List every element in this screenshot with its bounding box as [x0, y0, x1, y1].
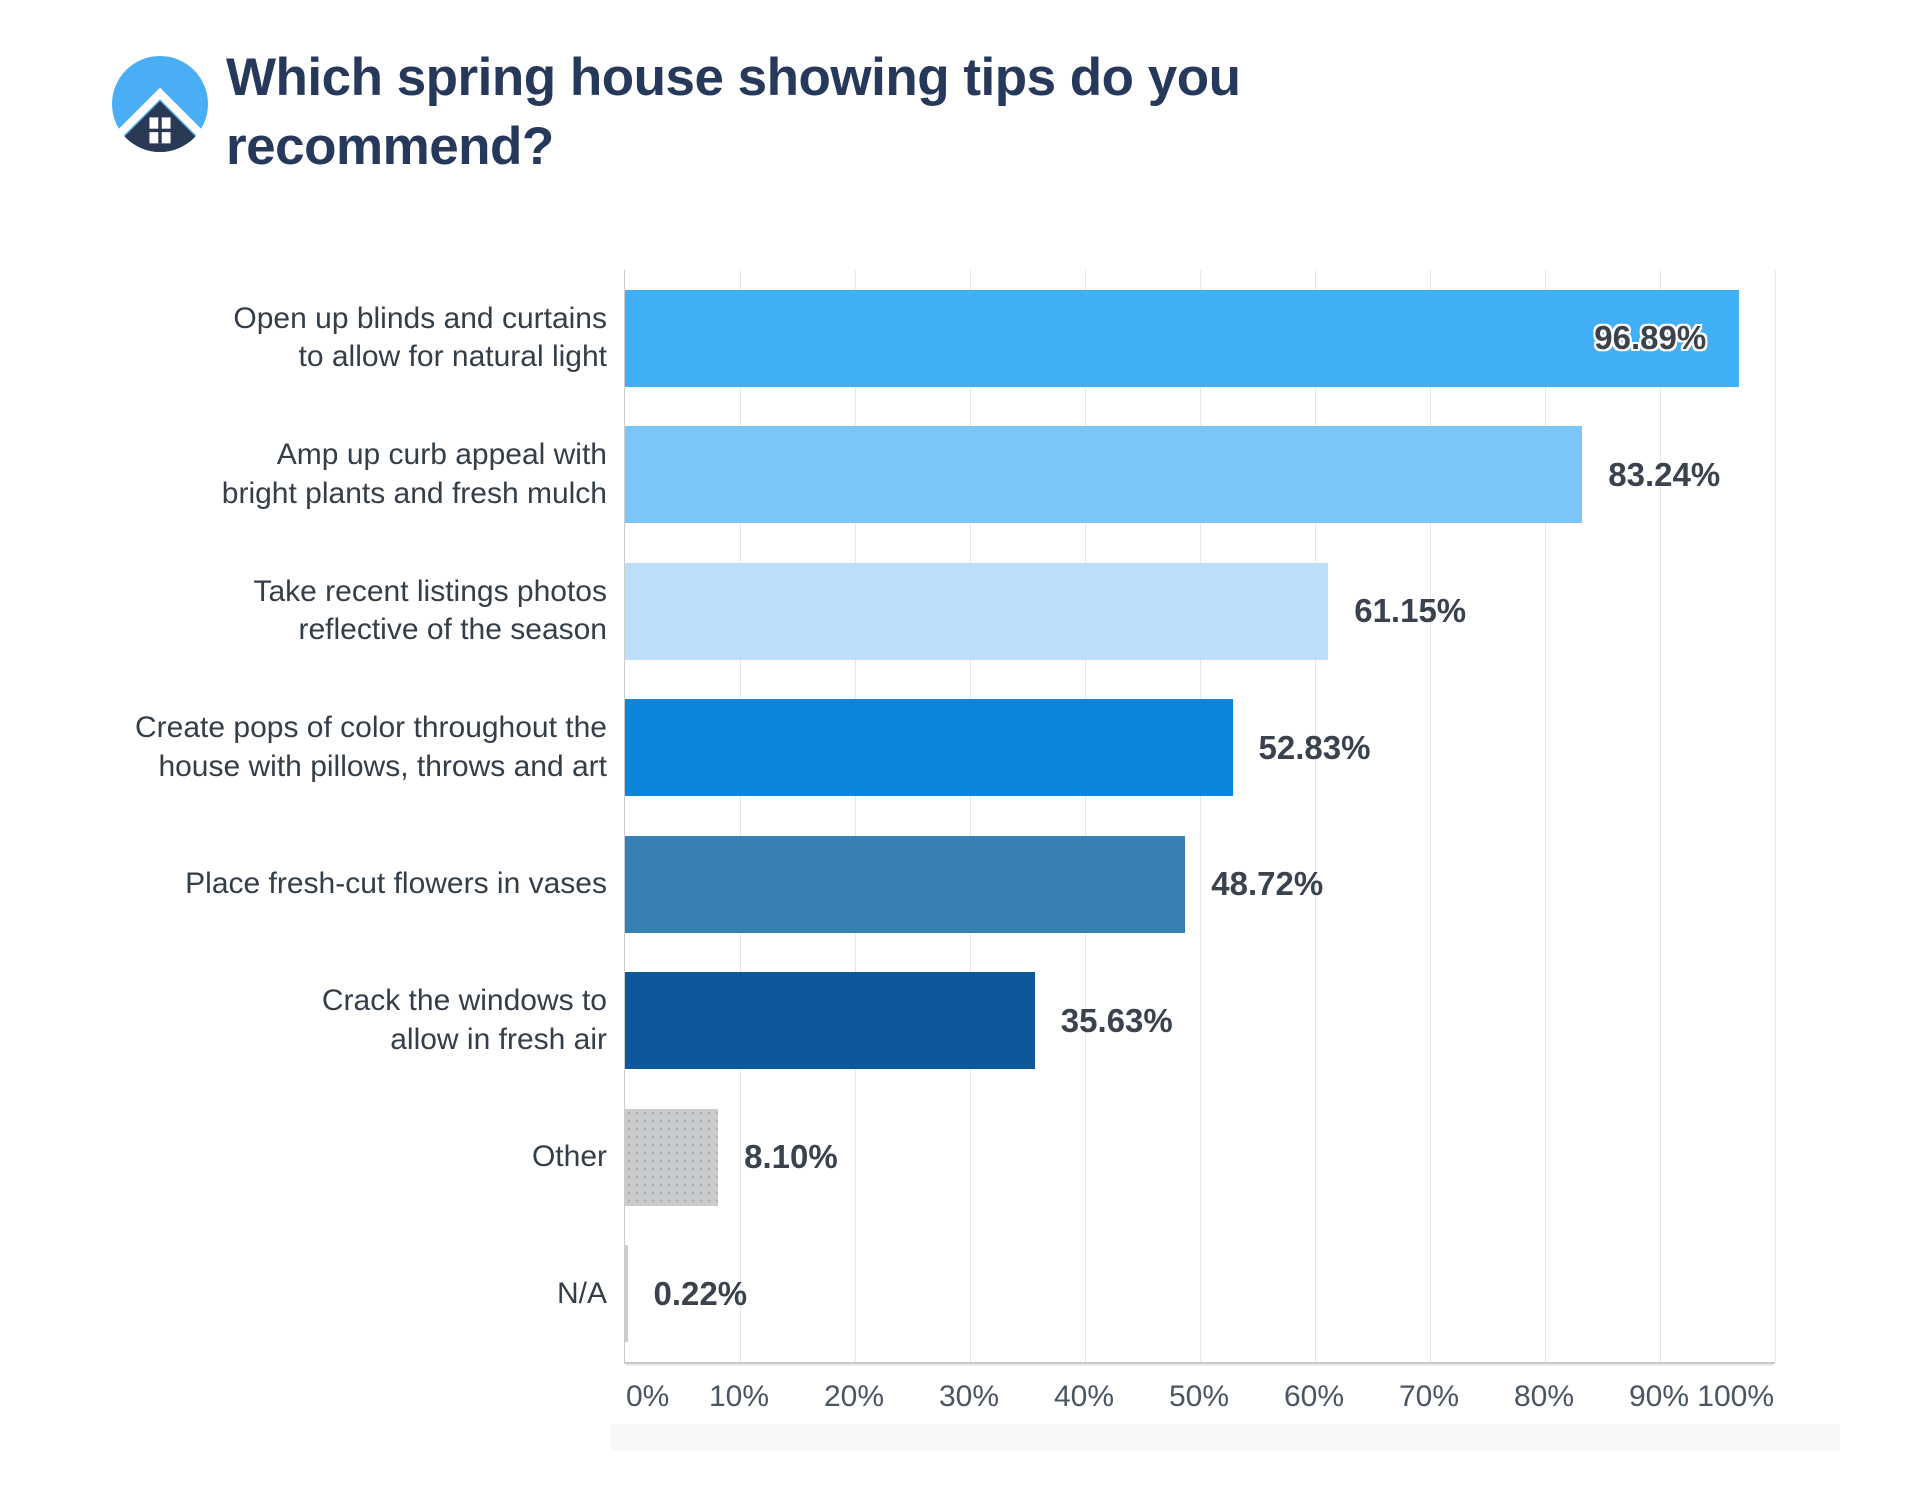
x-axis-tick-label: 20% — [823, 1380, 885, 1413]
value-label: 35.63% — [1060, 1001, 1173, 1039]
x-axis-tick-label: 0% — [626, 1380, 670, 1413]
bar-3[interactable] — [625, 562, 1329, 660]
x-axis-tick-label: 90% — [1628, 1380, 1690, 1413]
chart-title: Which spring house showing tips do you r… — [226, 48, 1241, 176]
category-label: Crack the windows to allow in fresh air — [321, 984, 607, 1056]
x-axis-tick-label: 70% — [1398, 1380, 1460, 1413]
category-label: N/A — [556, 1276, 607, 1310]
category-label: Create pops of color throughout the hous… — [135, 711, 607, 783]
bar-4[interactable] — [625, 699, 1233, 797]
gridline — [1314, 270, 1316, 1362]
value-label: 48.72% — [1211, 865, 1324, 903]
gridline — [969, 270, 971, 1362]
category-label: Take recent listings photos reflective o… — [253, 574, 607, 647]
x-axis-tick-label: 40% — [1053, 1380, 1115, 1413]
gridline — [854, 270, 856, 1362]
gridline — [1659, 270, 1661, 1362]
category-label: Open up blinds and curtains to allow for… — [233, 301, 607, 374]
value-label: 83.24% — [1608, 455, 1721, 493]
gridline — [1429, 270, 1431, 1362]
category-label: Amp up curb appeal with bright plants an… — [221, 438, 607, 510]
gridline — [1199, 270, 1201, 1362]
x-axis-tick-label: 50% — [1168, 1380, 1230, 1413]
value-label: 8.10% — [744, 1138, 838, 1176]
bar-8[interactable] — [625, 1245, 628, 1343]
category-label: Place fresh-cut flowers in vases — [185, 867, 607, 901]
bar-2[interactable] — [625, 426, 1583, 524]
value-label: 61.15% — [1354, 592, 1467, 630]
x-axis-tick-label: 10% — [708, 1380, 770, 1413]
gridline — [1774, 270, 1776, 1362]
value-label: 0.22% — [653, 1274, 748, 1312]
gridline — [1084, 270, 1086, 1362]
bar-7[interactable] — [625, 1108, 719, 1206]
x-axis-tick-label: 60% — [1283, 1380, 1345, 1413]
x-axis-tick-label: 80% — [1513, 1380, 1575, 1413]
category-label: Other — [531, 1140, 607, 1174]
gridline — [1544, 270, 1546, 1362]
house-logo-icon — [112, 56, 208, 152]
bottom-strip — [610, 1424, 1840, 1451]
chart-plot-area: 96.89% 83.24% 61.15% 52.83% 48.72% 35.63% 8.10… — [624, 270, 1776, 1364]
gridline — [739, 270, 741, 1362]
bar-6[interactable] — [625, 972, 1035, 1070]
x-axis-tick-label: 100% — [1697, 1380, 1774, 1413]
bar-5[interactable] — [625, 835, 1186, 933]
bar-1[interactable] — [625, 289, 1740, 387]
x-axis-tick-label: 30% — [938, 1380, 1000, 1413]
